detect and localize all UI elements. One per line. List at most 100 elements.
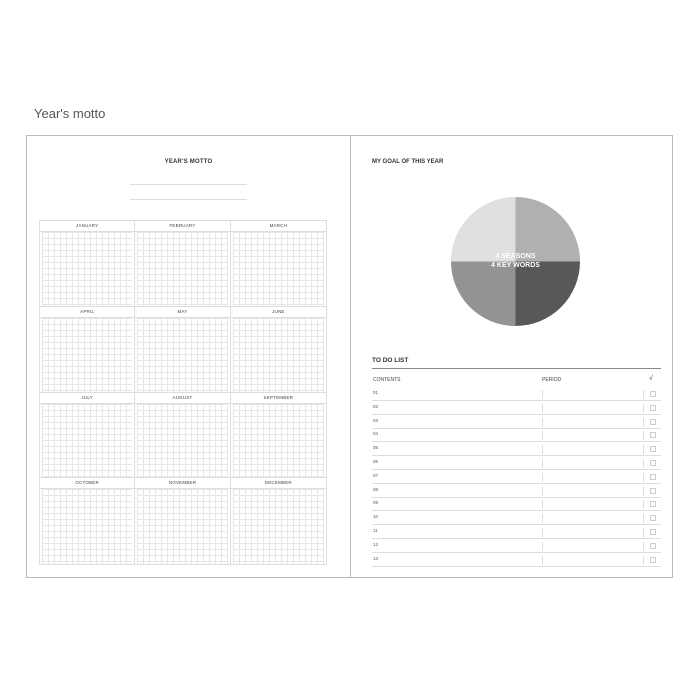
pie-label-seasons: 4 SEASONS	[495, 253, 536, 260]
month-block: FEBRUARY	[135, 221, 231, 307]
pie-label-keywords: 4 KEY WORDS	[491, 262, 540, 269]
goal-title: MY GOAL OF THIS YEAR	[372, 159, 444, 165]
divider	[643, 528, 644, 537]
pie-slice	[515, 197, 580, 262]
todo-row: 10	[372, 511, 661, 526]
month-name: JULY	[40, 393, 135, 404]
todo-title: TO DO LIST	[372, 357, 409, 364]
month-grid	[137, 489, 228, 564]
checkbox[interactable]	[650, 460, 656, 466]
todo-row: 04	[372, 428, 661, 443]
checkbox[interactable]	[650, 418, 656, 425]
row-number: 06	[373, 459, 379, 464]
divider	[542, 472, 543, 482]
month-name: MARCH	[230, 221, 326, 232]
month-grid	[137, 403, 228, 478]
pie-slice	[451, 261, 516, 326]
month-name: AUGUST	[135, 393, 230, 404]
divider	[643, 403, 644, 413]
header-check: √	[649, 375, 653, 382]
divider	[643, 472, 644, 482]
checkbox[interactable]	[650, 487, 656, 494]
month-block: JANUARY	[40, 221, 136, 307]
divider	[542, 514, 543, 524]
checkbox[interactable]	[650, 473, 656, 480]
month-block: SEPTEMBER	[230, 393, 326, 479]
row-number: 02	[373, 403, 379, 409]
row-number: 03	[373, 417, 379, 423]
divider	[643, 431, 644, 441]
divider	[542, 417, 543, 427]
checkbox[interactable]	[650, 404, 656, 411]
month-block: MAY	[135, 306, 231, 393]
todo-row: 01	[372, 387, 661, 401]
row-number: 10	[373, 514, 379, 520]
divider	[643, 486, 644, 496]
divider	[643, 555, 644, 565]
todo-row: 12	[372, 539, 661, 553]
month-block: JUNE	[230, 307, 326, 393]
checkbox[interactable]	[650, 529, 656, 535]
month-grid	[42, 403, 133, 478]
divider	[542, 555, 543, 565]
month-block: NOVEMBER	[135, 478, 231, 564]
todo-row: 06	[372, 456, 661, 470]
month-block: DECEMBER	[230, 478, 326, 564]
spine-divider	[350, 135, 351, 578]
row-number: 05	[373, 445, 379, 451]
month-block: AUGUST	[135, 392, 231, 479]
divider	[542, 431, 543, 441]
month-name: DECEMBER	[230, 478, 326, 490]
divider	[643, 514, 644, 524]
divider	[542, 541, 543, 551]
month-grid	[232, 403, 324, 478]
checkbox[interactable]	[650, 542, 656, 549]
month-name: MAY	[135, 307, 230, 318]
row-number: 08	[373, 486, 379, 492]
todo-row: 13	[372, 553, 661, 567]
divider	[542, 445, 543, 455]
month-block: APRIL	[40, 306, 136, 393]
checkbox[interactable]	[650, 515, 656, 522]
divider	[643, 459, 644, 468]
pie-slice	[451, 197, 516, 262]
motto-line	[130, 199, 247, 200]
divider	[542, 486, 543, 496]
month-name: OCTOBER	[40, 478, 135, 490]
monthly-calendar-grid: JANUARY FEBRUARY MARCH APRIL MAY JUNE JULY AUGU…	[39, 220, 327, 565]
todo-row: 03	[372, 415, 661, 429]
month-grid	[137, 232, 228, 306]
row-number: 12	[373, 541, 379, 547]
month-grid	[232, 232, 324, 306]
divider	[643, 445, 644, 455]
divider	[643, 417, 644, 427]
month-grid	[42, 489, 133, 564]
month-name: NOVEMBER	[135, 478, 230, 490]
header-period: PERIOD	[542, 377, 562, 383]
month-name: APRIL	[40, 307, 135, 318]
month-grid	[232, 489, 324, 564]
divider	[542, 459, 543, 468]
planner-spread	[26, 135, 673, 578]
row-number: 09	[373, 500, 379, 506]
row-number: 01	[373, 390, 379, 395]
month-grid	[137, 317, 228, 392]
divider	[542, 500, 543, 510]
month-name: FEBRUARY	[135, 221, 230, 232]
todo-row: 09	[372, 497, 661, 512]
checkbox[interactable]	[650, 432, 656, 439]
divider	[643, 390, 644, 399]
todo-row: 05	[372, 442, 661, 457]
todo-rule	[372, 368, 661, 369]
checkbox[interactable]	[650, 446, 656, 453]
month-name: SEPTEMBER	[230, 393, 326, 404]
header-contents: CONTENTS	[373, 377, 401, 383]
motto-title: YEAR'S MOTTO	[164, 159, 213, 165]
row-number: 07	[373, 472, 379, 478]
month-name: JANUARY	[40, 221, 135, 232]
row-number: 13	[373, 555, 379, 561]
divider	[542, 390, 543, 399]
checkbox[interactable]	[650, 501, 656, 508]
checkbox[interactable]	[650, 556, 656, 563]
checkbox[interactable]	[650, 391, 656, 397]
